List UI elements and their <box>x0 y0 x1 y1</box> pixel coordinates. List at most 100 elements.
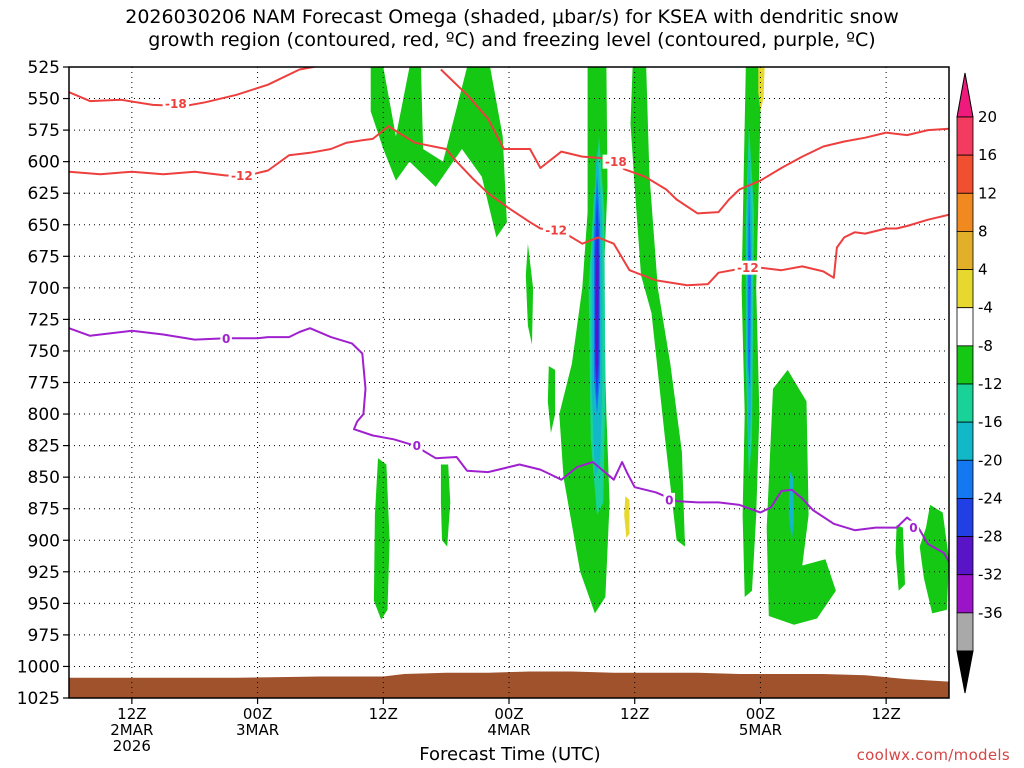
omega-region-20 <box>758 67 765 112</box>
colorbar: 20 16 12 8 4 -4 -8 -12 -16 -20 -24 -28 -32 -36 <box>956 72 1003 694</box>
y-tick-label-825: 825 <box>28 437 60 457</box>
colorbar-label-13: -36 <box>978 604 1003 622</box>
contour--18-0 <box>69 67 319 108</box>
colorbar-swatch-8 <box>956 421 974 461</box>
omega-region-21 <box>624 496 630 538</box>
x-tick-label-54-0: 12Z <box>620 705 649 723</box>
colorbar-label-7: -12 <box>978 375 1003 393</box>
omega-region-19 <box>595 224 599 383</box>
contour-label-bg-5 <box>220 331 232 346</box>
contour-label-2: -12 <box>231 169 253 183</box>
colorbar-label-0: 20 <box>978 108 997 126</box>
colorbar-bottom-arrow <box>956 650 974 694</box>
contour-labels: -18 -18 -12 -12 -12 0 0 0 0 <box>162 96 920 535</box>
y-tick-label-600: 600 <box>28 153 60 173</box>
colorbar-swatch-4 <box>956 269 974 309</box>
contour-label-6: 0 <box>413 439 421 453</box>
y-tick-label-925: 925 <box>28 563 60 583</box>
x-tick-label-30-0: 12Z <box>369 705 398 723</box>
colorbar-label-9: -20 <box>978 451 1003 469</box>
omega-region-3 <box>630 67 685 547</box>
y-tick-label-525: 525 <box>28 58 60 78</box>
contour-label-bg-6 <box>411 438 423 453</box>
x-tick-label-78-0: 12Z <box>871 705 900 723</box>
contour-label-1: -18 <box>605 155 627 169</box>
contour-label-bg-0 <box>162 96 190 111</box>
y-tick-label-625: 625 <box>28 184 60 204</box>
contour-0-3 <box>69 327 949 563</box>
colorbar-label-12: -32 <box>978 566 1003 584</box>
colorbar-label-6: -8 <box>978 337 993 355</box>
contour-label-bg-8 <box>907 520 920 535</box>
contour-label-8: 0 <box>909 521 917 535</box>
y-tick-label-725: 725 <box>28 310 60 330</box>
colorbar-label-10: -24 <box>978 489 1003 507</box>
omega-region-9 <box>440 464 451 547</box>
y-tick-label-850: 850 <box>28 468 60 488</box>
contour--18-1 <box>440 68 949 215</box>
x-tick-label-66-0: 00Z <box>746 705 775 723</box>
colorbar-label-1: 16 <box>978 146 997 164</box>
colorbar-swatch-3 <box>956 231 974 270</box>
contour-label-7: 0 <box>665 493 673 507</box>
colorbar-swatch-7 <box>956 383 974 423</box>
contour-label-bg-4 <box>734 260 762 275</box>
chart-title: 2026030206 NAM Forecast Omega (shaded, μ… <box>0 6 1024 52</box>
colorbar-swatch-10 <box>956 498 974 537</box>
colorbar-swatch-2 <box>956 192 974 232</box>
title-line-1: 2026030206 NAM Forecast Omega (shaded, μ… <box>125 6 899 28</box>
surface-terrain <box>69 671 949 698</box>
colorbar-label-8: -16 <box>978 413 1003 431</box>
y-tick-label-650: 650 <box>28 216 60 236</box>
contour-label-5: 0 <box>222 332 230 346</box>
x-tick-label-6-2: 2026 <box>113 737 151 755</box>
title-line-2: growth region (contoured, red, ºC) and f… <box>148 29 876 51</box>
omega-region-1 <box>525 243 534 345</box>
y-tick-label-1000: 1000 <box>17 657 60 677</box>
y-tick-label-900: 900 <box>28 531 60 551</box>
colorbar-top-arrow <box>956 72 974 118</box>
y-tick-label-875: 875 <box>28 500 60 520</box>
x-tick-label-42-1: 4MAR <box>487 721 530 739</box>
x-tick-label-18-1: 3MAR <box>236 721 279 739</box>
colorbar-swatch-0 <box>956 116 974 156</box>
x-axis-label: Forecast Time (UTC) <box>419 744 601 765</box>
colorbar-swatch-9 <box>956 459 974 499</box>
omega-region-10 <box>547 366 556 433</box>
y-tick-label-950: 950 <box>28 594 60 614</box>
contour-label-3: -12 <box>545 223 567 237</box>
y-tick-label-775: 775 <box>28 374 60 394</box>
x-tick-label-66-1: 5MAR <box>739 721 782 739</box>
omega-region-6 <box>919 504 949 614</box>
omega-region-15 <box>788 470 794 541</box>
contour-label-bg-3 <box>542 222 570 237</box>
colorbar-label-5: -4 <box>978 299 993 317</box>
omega-shading <box>69 67 949 698</box>
contour-label-0: -18 <box>165 97 187 111</box>
x-tick-label-18-0: 00Z <box>243 705 272 723</box>
y-tick-label-750: 750 <box>28 342 60 362</box>
y-tick-label-800: 800 <box>28 405 60 425</box>
contour-label-4: -12 <box>737 261 759 275</box>
y-tick-label-550: 550 <box>28 90 60 110</box>
omega-region-0 <box>370 67 507 238</box>
y-axis: 525 550 575 600 625 650 675 700 725 750 775 800 825 8… <box>17 58 69 709</box>
contour-label-bg-2 <box>228 168 256 183</box>
y-tick-label-975: 975 <box>28 626 60 646</box>
colorbar-swatch-12 <box>956 574 974 614</box>
colorbar-swatch-6 <box>956 345 974 385</box>
credit-text: coolwx.com/models <box>856 746 1010 764</box>
x-tick-label-6-0: 12Z <box>117 705 146 723</box>
y-tick-label-1025: 1025 <box>17 689 60 709</box>
omega-region-7 <box>895 525 905 591</box>
colorbar-swatch-1 <box>956 154 974 194</box>
colorbar-swatch-13 <box>956 612 974 652</box>
x-tick-label-42-0: 00Z <box>494 705 523 723</box>
omega-region-8 <box>373 458 390 620</box>
x-tick-label-6-1: 2MAR <box>110 721 153 739</box>
colorbar-swatch-5 <box>956 307 974 347</box>
y-tick-label-675: 675 <box>28 247 60 267</box>
y-tick-label-575: 575 <box>28 121 60 141</box>
